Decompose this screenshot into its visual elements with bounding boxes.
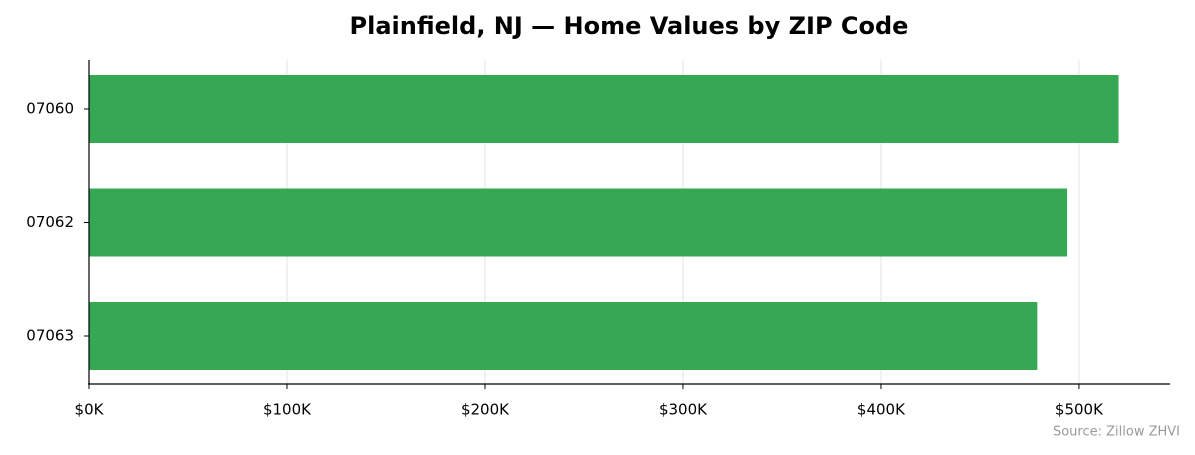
y-tick-label: 07060 <box>26 100 74 118</box>
x-tick-label: $300K <box>659 401 708 419</box>
source-note: Source: Zillow ZHVI <box>1053 425 1180 440</box>
bar <box>89 188 1068 257</box>
x-tick-label: $100K <box>263 401 312 419</box>
chart-title: Plainfield, NJ — Home Values by ZIP Code <box>350 12 909 40</box>
x-tick-label: $500K <box>1055 401 1104 419</box>
y-tick-label: 07063 <box>26 327 74 345</box>
bar <box>89 75 1119 143</box>
labels: $0K $100K $200K $300K $400K $500K 07060 07062 07… <box>26 100 1104 419</box>
y-tick-label: 07062 <box>26 213 74 231</box>
bar <box>89 302 1038 370</box>
x-tick-label: $400K <box>857 401 906 419</box>
x-tick-label: $200K <box>461 401 510 419</box>
x-tick-label: $0K <box>75 401 105 419</box>
bars <box>89 75 1119 370</box>
